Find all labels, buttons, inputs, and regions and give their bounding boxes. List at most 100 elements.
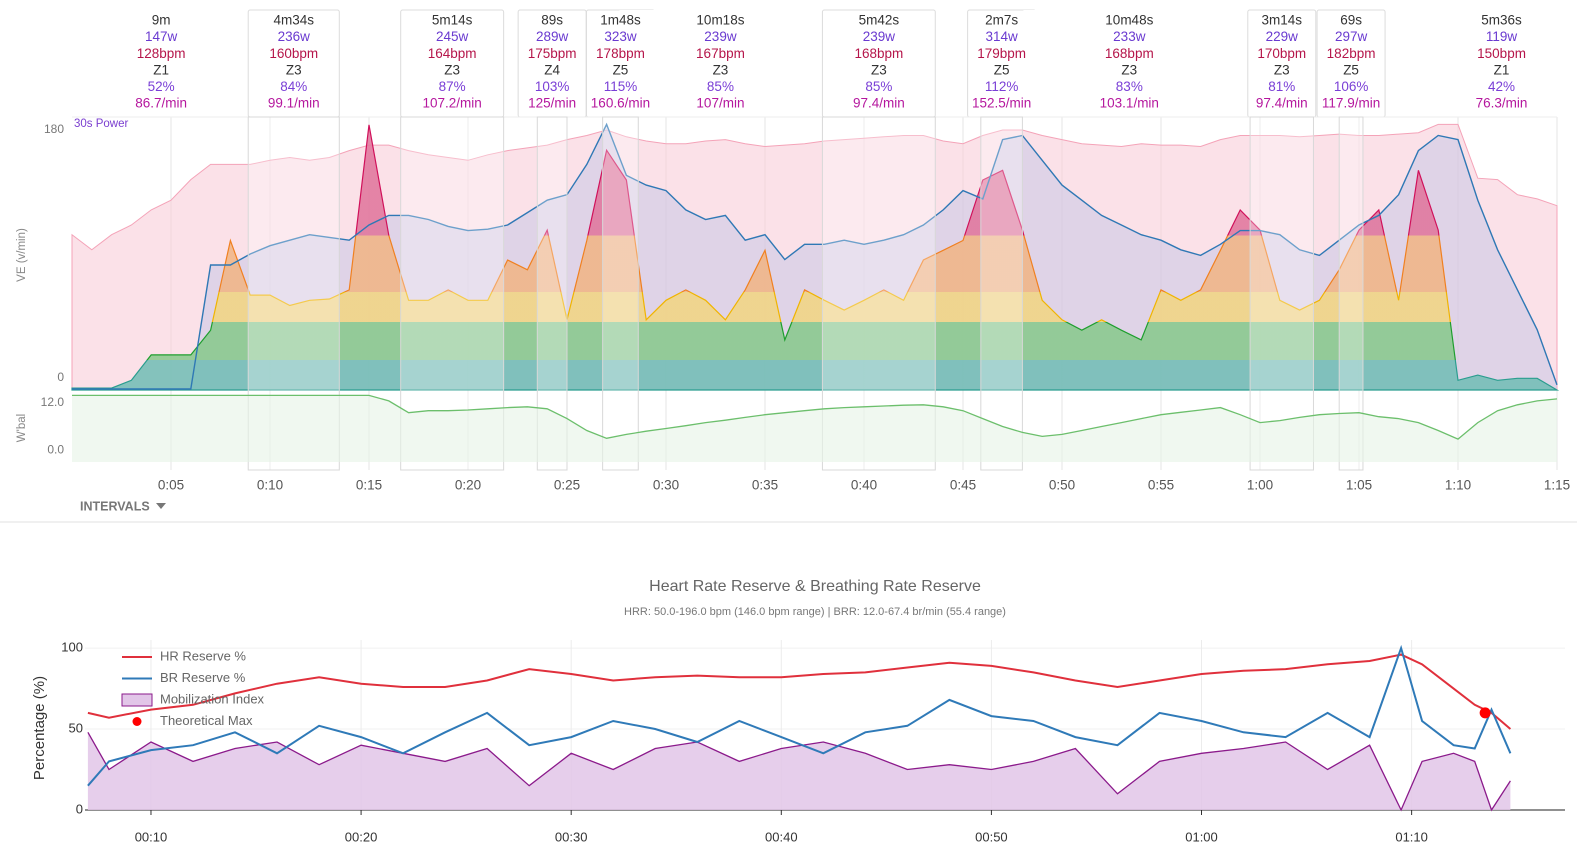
interval-label-box: [1446, 10, 1557, 117]
y-axis-label: VE (v/min): [16, 228, 28, 282]
dropdown-arrow[interactable]: [156, 503, 166, 509]
interval-highlight: [1249, 116, 1314, 471]
interval-ve: 76.3/min: [1476, 96, 1528, 111]
legend-swatch: [132, 717, 142, 726]
interval-zone: Z3: [871, 62, 887, 77]
series-line: [87, 653, 1512, 730]
interval-power: 229w: [1266, 29, 1299, 44]
x-tick-label: 0:45: [950, 478, 976, 493]
x-tick-label: 1:00: [1247, 478, 1273, 493]
interval-heart-rate: 160bpm: [269, 46, 318, 61]
series-line: [87, 731, 1511, 812]
top-chart: 30s Power9m147w128bpmZ152%86.7/min4m34s2…: [16, 9, 1570, 493]
interval-zone: Z1: [153, 62, 169, 77]
interval-heart-rate: 167bpm: [696, 46, 745, 61]
x-tick-label: 0:05: [158, 478, 184, 493]
interval-duration: 5m42s: [859, 13, 900, 28]
y-tick-label: 12.0: [41, 395, 65, 409]
interval-ve: 117.9/min: [1322, 96, 1380, 111]
power-area: [71, 124, 1560, 391]
theoretical-max-point: [1479, 707, 1491, 719]
interval-percent: 87%: [439, 79, 466, 94]
interval-percent: 81%: [1268, 79, 1295, 94]
intervals-menu-label[interactable]: INTERVALS: [80, 499, 150, 513]
series-label: 30s Power: [74, 118, 129, 130]
interval-percent: 52%: [148, 79, 175, 94]
wbal-line: [72, 394, 1558, 440]
interval-ve: 86.7/min: [135, 96, 187, 111]
x-tick-label: 1:15: [1544, 478, 1570, 493]
interval-zone: Z1: [1494, 62, 1510, 77]
y-axis-label: W'bal: [16, 414, 28, 442]
x-tick-label: 01:00: [1185, 829, 1218, 844]
interval-label-box: [72, 10, 251, 117]
interval-duration: 10m18s: [696, 13, 744, 28]
x-tick-label: 0:20: [455, 478, 481, 493]
interval-heart-rate: 168bpm: [1105, 46, 1154, 61]
interval-ve: 99.1/min: [268, 96, 320, 111]
interval-heart-rate: 168bpm: [854, 46, 903, 61]
interval-power: 239w: [863, 29, 896, 44]
interval-zone: Z5: [994, 62, 1010, 77]
interval-power: 233w: [1113, 29, 1146, 44]
interval-duration: 69s: [1340, 13, 1362, 28]
interval-zone: Z3: [713, 62, 729, 77]
interval-heart-rate: 175bpm: [528, 46, 577, 61]
x-tick-label: 0:40: [851, 478, 877, 493]
interval-heart-rate: 179bpm: [977, 46, 1026, 61]
interval-power: 289w: [536, 29, 569, 44]
interval-power: 297w: [1335, 29, 1368, 44]
interval-ve: 103.1/min: [1100, 96, 1159, 111]
interval-duration: 1m48s: [600, 13, 641, 28]
interval-ve: 107.2/min: [423, 96, 482, 111]
x-tick-label: 00:30: [555, 829, 588, 844]
interval-power: 119w: [1486, 29, 1518, 44]
interval-ve: 160.6/min: [591, 96, 650, 111]
x-tick-label: 1:10: [1445, 478, 1471, 493]
legend-label: HR Reserve %: [160, 648, 246, 663]
interval-power: 147w: [145, 29, 178, 44]
interval-heart-rate: 150bpm: [1477, 46, 1526, 61]
x-tick-label: 00:20: [345, 829, 378, 844]
interval-percent: 84%: [280, 79, 307, 94]
x-tick-label: 0:35: [752, 478, 778, 493]
interval-highlight: [1338, 116, 1364, 471]
chart-title: Heart Rate Reserve & Breathing Rate Rese…: [649, 578, 981, 595]
interval-percent: 115%: [604, 79, 638, 94]
y-tick-label: 50: [69, 720, 83, 735]
interval-label-box: [1022, 10, 1237, 117]
x-tick-label: 01:10: [1395, 829, 1428, 844]
legend: HR Reserve % BR Reserve % Mobilization Ind…: [121, 648, 265, 728]
interval-power: 245w: [436, 29, 469, 44]
interval-percent: 106%: [1334, 79, 1369, 94]
interval-label-box: [618, 10, 823, 117]
x-tick-label: 0:30: [653, 478, 679, 493]
reserve-chart: Heart Rate Reserve & Breathing Rate Rese…: [31, 578, 1565, 844]
interval-percent: 42%: [1488, 79, 1515, 94]
interval-highlight: [980, 116, 1023, 471]
interval-zone: Z4: [544, 62, 560, 77]
interval-zone: Z3: [1121, 62, 1137, 77]
legend-label: Theoretical Max: [160, 713, 253, 728]
interval-duration: 5m36s: [1481, 13, 1522, 28]
x-tick-label: 0:10: [257, 478, 283, 493]
legend-label: BR Reserve %: [160, 670, 246, 685]
interval-zone: Z3: [286, 62, 302, 77]
wbal-chart: 12.0 0.0 W'bal: [16, 394, 1558, 462]
interval-percent: 85%: [865, 79, 892, 94]
series-line: [87, 644, 1512, 787]
y-tick-label: 180: [44, 122, 64, 136]
interval-zone: Z3: [444, 62, 460, 77]
interval-heart-rate: 170bpm: [1257, 46, 1306, 61]
interval-ve: 152.5/min: [972, 96, 1031, 111]
intervals-menu[interactable]: INTERVALS: [80, 499, 166, 513]
y-tick-label: 0: [57, 370, 64, 384]
interval-zone: Z3: [1274, 62, 1290, 77]
legend-swatch: [121, 693, 153, 707]
interval-duration: 5m14s: [432, 13, 473, 28]
series-area: [87, 732, 1511, 810]
y-tick-label: 0: [76, 801, 83, 816]
interval-heart-rate: 182bpm: [1327, 46, 1376, 61]
x-tick-label: 0:15: [356, 478, 382, 493]
